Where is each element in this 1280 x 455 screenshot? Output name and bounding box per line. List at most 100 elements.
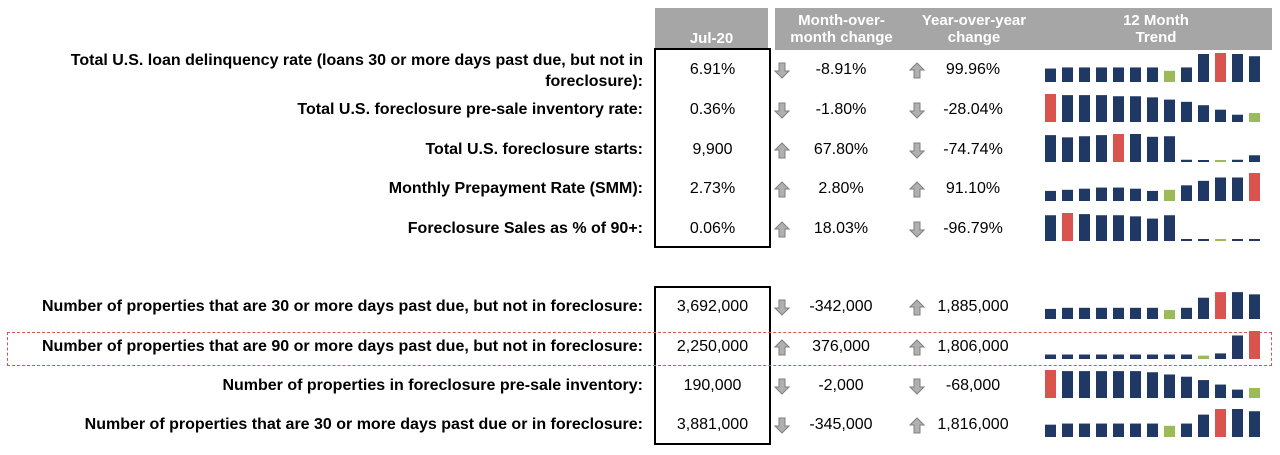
trend-bar — [1062, 371, 1073, 398]
trend-bar — [1249, 155, 1260, 162]
trend-bar — [1045, 135, 1056, 162]
trend-bar — [1198, 180, 1209, 201]
row-label-line1: Monthly Prepayment Rate (SMM): — [388, 180, 643, 197]
row-period-value: 0.06% — [689, 220, 736, 237]
arrow-down-icon — [773, 62, 791, 79]
row-label-line1: Number of properties that are 30 or more… — [84, 416, 643, 433]
trend-bar — [1045, 68, 1056, 82]
header-mom-line2: month change — [790, 29, 893, 46]
arrow-up-icon — [773, 221, 791, 238]
trend-bar — [1164, 374, 1175, 398]
trend-bar — [1181, 185, 1192, 201]
row-yoy-change: -96.79% — [943, 220, 1003, 237]
trend-bar — [1113, 371, 1124, 398]
trend-bar — [1215, 353, 1226, 359]
trend-bar — [1232, 389, 1243, 398]
trend-bar — [1079, 423, 1090, 437]
trend-bar — [1079, 307, 1090, 319]
arrow-up-icon — [773, 181, 791, 198]
trend-bar — [1232, 177, 1243, 201]
arrow-up-icon — [908, 417, 926, 434]
trend-bar — [1249, 173, 1260, 201]
row-yoy-change: -28.04% — [943, 101, 1003, 118]
header-yoy: Year-over-year change — [908, 8, 1040, 50]
row-period-value: 9,900 — [692, 141, 733, 158]
row-mom-change: -1.80% — [815, 101, 867, 118]
trend-bar — [1062, 95, 1073, 122]
trend-bar — [1232, 409, 1243, 437]
trend-bar — [1164, 215, 1175, 241]
row-label: Monthly Prepayment Rate (SMM): — [389, 178, 643, 199]
trend-bar — [1045, 215, 1056, 241]
trend-bar — [1113, 96, 1124, 122]
trend-bar — [1181, 239, 1192, 241]
trend-bar — [1130, 423, 1141, 437]
trend-bar — [1215, 384, 1226, 398]
arrow-down-icon — [773, 299, 791, 316]
trend-bar — [1045, 190, 1056, 201]
trend-bar — [1181, 354, 1192, 359]
row-period-value: 3,881,000 — [676, 416, 749, 433]
trend-bar — [1147, 354, 1158, 359]
trend-bar — [1113, 134, 1124, 162]
row-yoy-change: 1,806,000 — [937, 338, 1009, 355]
trend-bar — [1130, 188, 1141, 201]
trend-bar — [1198, 380, 1209, 398]
trend-bar — [1113, 67, 1124, 82]
trend-sparkline — [1045, 94, 1260, 122]
trend-bar — [1045, 94, 1056, 122]
trend-bar — [1215, 177, 1226, 201]
trend-bar — [1130, 216, 1141, 241]
arrow-down-icon — [773, 378, 791, 395]
trend-bar — [1164, 425, 1175, 437]
header-yoy-line2: change — [947, 29, 1001, 46]
row-label: Number of properties in foreclosure pre-… — [222, 375, 643, 396]
trend-bar — [1198, 355, 1209, 359]
trend-bar — [1181, 101, 1192, 122]
header-period-label: Jul-20 — [689, 29, 734, 47]
trend-bar — [1130, 354, 1141, 359]
trend-bar — [1062, 189, 1073, 201]
row-period-value: 2.73% — [689, 180, 736, 197]
row-mom-change: -342,000 — [809, 298, 873, 315]
row-label-line2: foreclosure): — [545, 73, 643, 90]
trend-bar — [1113, 307, 1124, 319]
arrow-up-icon — [908, 62, 926, 79]
trend-bar — [1079, 371, 1090, 398]
trend-bar — [1096, 354, 1107, 359]
row-mom-change: -345,000 — [809, 416, 873, 433]
trend-bar — [1147, 307, 1158, 319]
trend-bar — [1130, 96, 1141, 122]
trend-bar — [1181, 423, 1192, 437]
arrow-down-icon — [908, 221, 926, 238]
trend-bar — [1113, 354, 1124, 359]
trend-bar — [1113, 423, 1124, 437]
row-mom-change: 18.03% — [813, 220, 869, 237]
trend-bar — [1147, 136, 1158, 162]
row-mom-change: 67.80% — [813, 141, 869, 158]
trend-bar — [1249, 387, 1260, 398]
trend-sparkline — [1045, 213, 1260, 241]
trend-bar — [1215, 160, 1226, 162]
arrow-up-icon — [773, 142, 791, 159]
trend-bar — [1130, 67, 1141, 82]
arrow-down-icon — [908, 102, 926, 119]
row-yoy-change: 99.96% — [945, 61, 1001, 78]
row-mom-change: 376,000 — [812, 338, 870, 355]
trend-sparkline — [1045, 134, 1260, 162]
trend-bar — [1062, 213, 1073, 241]
trend-bar — [1062, 354, 1073, 359]
trend-bar — [1113, 187, 1124, 201]
trend-bar — [1181, 307, 1192, 319]
row-label: Foreclosure Sales as % of 90+: — [408, 218, 643, 239]
trend-bar — [1062, 307, 1073, 319]
trend-bar — [1062, 67, 1073, 82]
row-yoy-change: 91.10% — [945, 180, 1001, 197]
trend-bar — [1215, 53, 1226, 82]
arrow-down-icon — [908, 142, 926, 159]
trend-bar — [1079, 136, 1090, 162]
trend-sparkline — [1045, 409, 1260, 437]
trend-bar — [1130, 307, 1141, 319]
trend-bar — [1062, 137, 1073, 162]
trend-bar — [1147, 218, 1158, 241]
